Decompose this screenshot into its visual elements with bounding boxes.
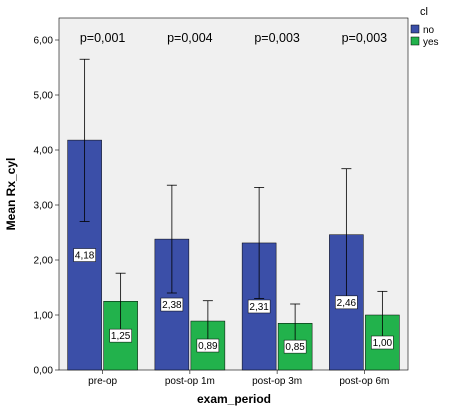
data-label-box — [335, 295, 358, 310]
data-label-box — [371, 335, 394, 350]
x-tick-label: post-op 6m — [339, 376, 389, 387]
data-label: 4,18 — [75, 251, 95, 262]
y-tick-label: 2,00 — [34, 256, 54, 267]
p-value-label: p=0,004 — [167, 31, 213, 45]
bar-series-group: 4,18 1,25 2,38 0,89 2,31 0,85 2,46 1,00 — [67, 58, 400, 371]
p-value-annotations: p=0,001 p=0,004 p=0,003 p=0,003 — [80, 31, 387, 45]
y-axis-title: Mean Rx_cyl — [4, 158, 18, 231]
x-tick-label: pre-op — [88, 376, 117, 387]
p-value-label: p=0,003 — [254, 31, 300, 45]
data-label-box — [196, 338, 220, 353]
x-tick-label: post-op 1m — [165, 376, 215, 387]
data-label: 1,25 — [111, 331, 131, 342]
legend: cl no yes — [410, 6, 439, 48]
y-tick-label: 0,00 — [34, 366, 54, 377]
y-tick-label: 6,00 — [34, 36, 54, 47]
p-value-label: p=0,003 — [342, 31, 388, 45]
x-axis: pre-op post-op 1m post-op 3m post-op 6m — [88, 370, 389, 387]
y-tick-label: 4,00 — [34, 146, 54, 157]
legend-title: cl — [420, 6, 428, 18]
data-label-box — [73, 248, 96, 262]
legend-swatch-no — [410, 24, 420, 34]
data-label-box — [283, 339, 307, 354]
y-tick-label: 1,00 — [34, 311, 54, 322]
legend-label-yes: yes — [423, 37, 439, 48]
data-label: 0,85 — [285, 342, 305, 353]
x-axis-title: exam_period — [197, 392, 271, 406]
data-label-box — [109, 328, 132, 343]
data-label-box — [247, 299, 271, 314]
data-label: 2,38 — [162, 300, 182, 311]
data-label: 1,00 — [373, 338, 393, 349]
data-label: 0,89 — [198, 341, 218, 352]
x-tick-label: post-op 3m — [252, 376, 302, 387]
legend-label-no: no — [423, 25, 435, 36]
data-label-box — [160, 297, 184, 312]
y-tick-label: 5,00 — [34, 91, 54, 102]
data-label: 2,31 — [249, 302, 269, 313]
legend-swatch-yes — [410, 36, 420, 46]
p-value-label: p=0,001 — [80, 31, 126, 45]
data-label: 2,46 — [337, 298, 357, 309]
y-tick-label: 3,00 — [34, 201, 54, 212]
y-axis: 0,00 1,00 2,00 3,00 4,00 5,00 6,00 — [34, 36, 59, 377]
